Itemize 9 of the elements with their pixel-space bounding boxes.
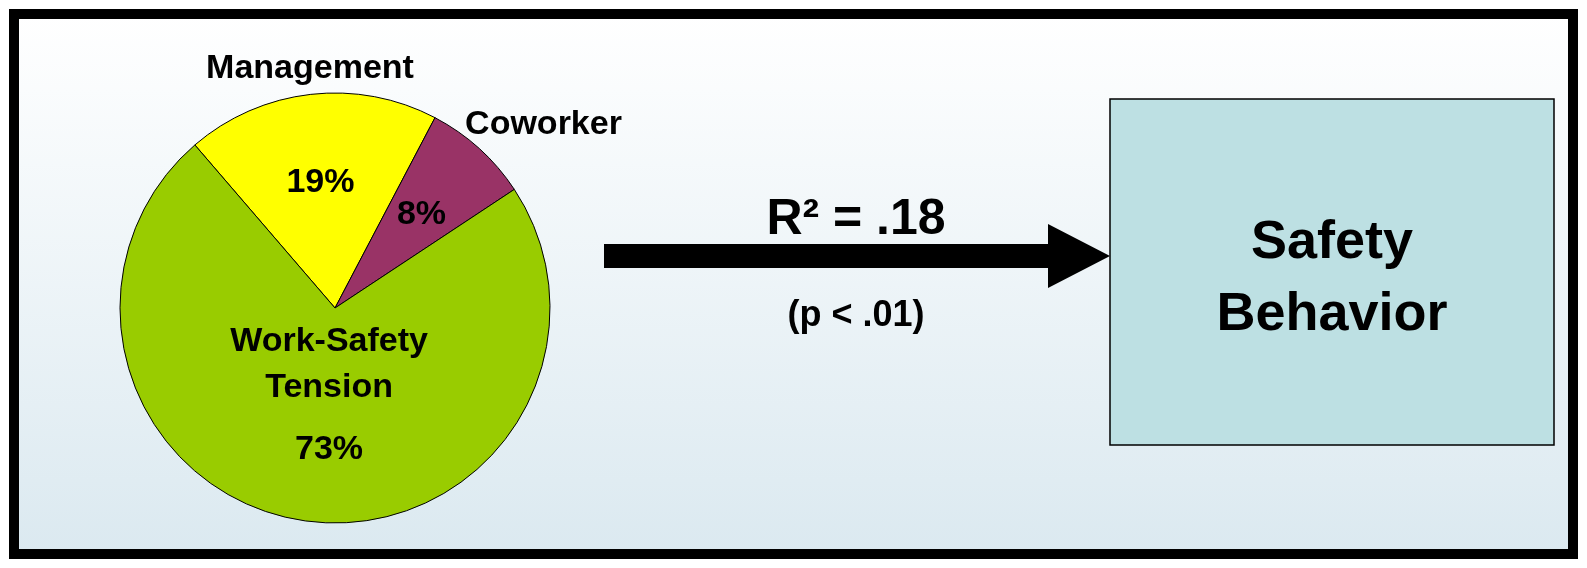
text: R² = .18	[766, 189, 946, 245]
slice-label: Work-Safety Tension	[230, 319, 429, 404]
text: Safety Behavior	[1216, 209, 1448, 341]
data-label: 8%	[396, 193, 447, 232]
text: (p < .01)	[787, 293, 925, 334]
slice-label: Coworker	[465, 102, 622, 141]
data-label: 73%	[295, 427, 364, 466]
slice-label: Management	[206, 46, 414, 85]
data-label: 19%	[286, 160, 355, 199]
